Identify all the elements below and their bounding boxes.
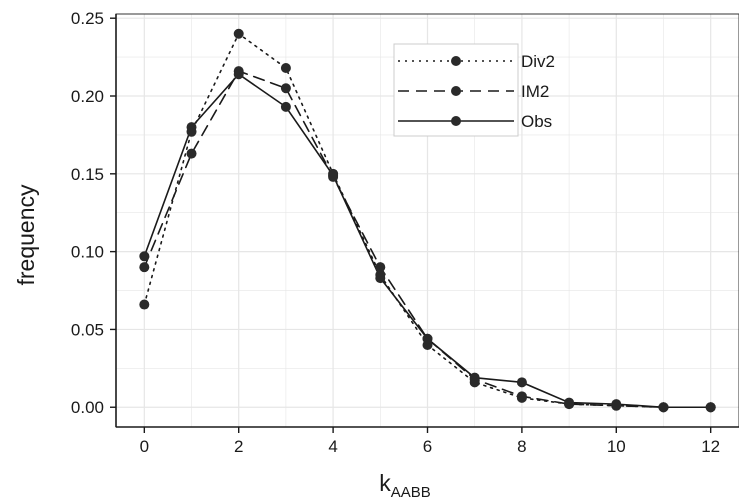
- data-point-im2: [516, 391, 527, 402]
- legend: Div2 IM2 Obs: [393, 43, 555, 137]
- data-point-div2: [233, 28, 244, 39]
- x-axis-title-main: k: [379, 470, 391, 496]
- data-point-im2: [186, 148, 197, 159]
- data-point-obs: [611, 399, 622, 410]
- x-tick-label: 0: [140, 437, 149, 456]
- data-point-div2: [139, 299, 150, 310]
- data-point-obs: [139, 251, 150, 262]
- x-tick-label: 8: [517, 437, 526, 456]
- data-point-obs: [705, 402, 716, 413]
- x-tick-label: 4: [328, 437, 337, 456]
- data-point-obs: [280, 101, 291, 112]
- data-point-im2: [375, 262, 386, 273]
- y-tick-label: 0.00: [71, 398, 104, 417]
- x-tick-label: 12: [701, 437, 720, 456]
- data-point-im2: [280, 83, 291, 94]
- legend-label-im2: IM2: [521, 82, 549, 101]
- y-tick-label: 0.20: [71, 87, 104, 106]
- series-points: [139, 28, 716, 413]
- x-axis-title-subscript: AABB: [391, 484, 431, 498]
- y-tick-label: 0.25: [71, 9, 104, 28]
- x-tick-label: 10: [607, 437, 626, 456]
- data-point-div2: [280, 63, 291, 73]
- legend-marker-im2: [451, 86, 461, 96]
- grid: [116, 14, 739, 427]
- x-axis-title: kAABB: [379, 470, 431, 498]
- data-point-obs: [375, 273, 386, 284]
- data-point-obs: [469, 372, 480, 383]
- y-axis-title: frequency: [13, 184, 39, 286]
- data-point-im2: [139, 262, 150, 273]
- x-tick-label: 6: [423, 437, 432, 456]
- legend-marker-obs: [451, 116, 461, 126]
- data-point-obs: [516, 377, 527, 388]
- data-point-obs: [422, 333, 433, 344]
- tick-labels: 0 2 4 6 8 10 12 0.00 0.05 0.10 0.15 0.20 0.25: [71, 9, 720, 456]
- data-point-obs: [564, 397, 575, 408]
- x-tick-label: 2: [234, 437, 243, 456]
- y-tick-label: 0.10: [71, 243, 104, 262]
- data-point-obs: [186, 122, 197, 133]
- legend-label-obs: Obs: [521, 112, 552, 131]
- y-tick-label: 0.15: [71, 165, 104, 184]
- data-point-obs: [658, 402, 669, 413]
- data-point-obs: [233, 69, 244, 80]
- data-point-obs: [328, 170, 339, 181]
- y-tick-label: 0.05: [71, 320, 104, 339]
- legend-label-div2: Div2: [521, 52, 555, 71]
- axes: [110, 14, 739, 433]
- legend-marker-div2: [451, 56, 461, 66]
